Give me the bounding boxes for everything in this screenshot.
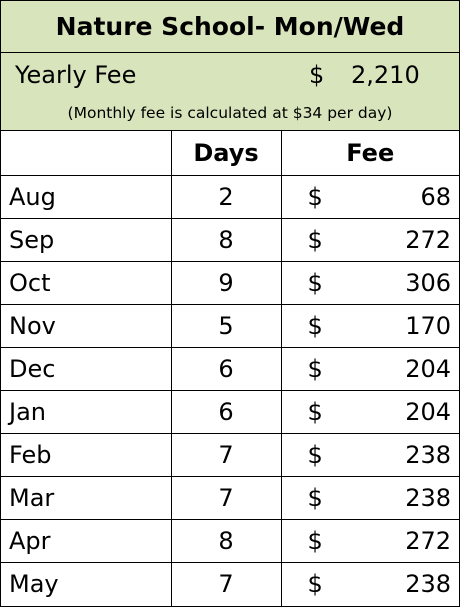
page: Nature School- Mon/Wed Yearly Fee $ 2,21… [0, 0, 471, 614]
days: 9 [171, 262, 281, 305]
days: 2 [171, 176, 281, 219]
month: Sep [1, 219, 171, 262]
currency: $ [281, 434, 341, 477]
currency: $ [281, 305, 341, 348]
fee: 68 [341, 176, 459, 219]
days: 8 [171, 520, 281, 563]
days: 7 [171, 434, 281, 477]
days: 8 [171, 219, 281, 262]
month: Dec [1, 348, 171, 391]
currency: $ [281, 262, 341, 305]
currency: $ [281, 563, 341, 606]
note: (Monthly fee is calculated at $34 per da… [1, 96, 459, 131]
currency: $ [281, 176, 341, 219]
empty-header [1, 131, 171, 176]
days: 5 [171, 305, 281, 348]
fee: 238 [341, 563, 459, 606]
currency: $ [281, 520, 341, 563]
yearly-fee-row: Yearly Fee $ 2,210 [1, 53, 459, 96]
fee-amount: 2,210 [351, 61, 420, 89]
fee: 238 [341, 434, 459, 477]
fee: 272 [341, 520, 459, 563]
days: 7 [171, 477, 281, 520]
column-header: Days [171, 131, 281, 176]
currency: $ [281, 477, 341, 520]
fee-label: Yearly Fee [15, 61, 136, 89]
days: 6 [171, 348, 281, 391]
currency: $ [281, 219, 341, 262]
month: Apr [1, 520, 171, 563]
currency: $ [309, 61, 324, 89]
fee-table: Nature School- Mon/Wed Yearly Fee $ 2,21… [0, 0, 460, 607]
days: 7 [171, 563, 281, 606]
column-header: Fee [281, 131, 459, 176]
fee: 204 [341, 348, 459, 391]
fee: 238 [341, 477, 459, 520]
month: May [1, 563, 171, 606]
month: Aug [1, 176, 171, 219]
currency: $ [281, 391, 341, 434]
days: 6 [171, 391, 281, 434]
title: Nature School- Mon/Wed [1, 1, 459, 53]
currency: $ [281, 348, 341, 391]
header-row: Days Fee [1, 131, 459, 176]
fee: 306 [341, 262, 459, 305]
month: Mar [1, 477, 171, 520]
month: Oct [1, 262, 171, 305]
month: Feb [1, 434, 171, 477]
fee: 204 [341, 391, 459, 434]
fee: 170 [341, 305, 459, 348]
fee: 272 [341, 219, 459, 262]
month: Nov [1, 305, 171, 348]
month: Jan [1, 391, 171, 434]
